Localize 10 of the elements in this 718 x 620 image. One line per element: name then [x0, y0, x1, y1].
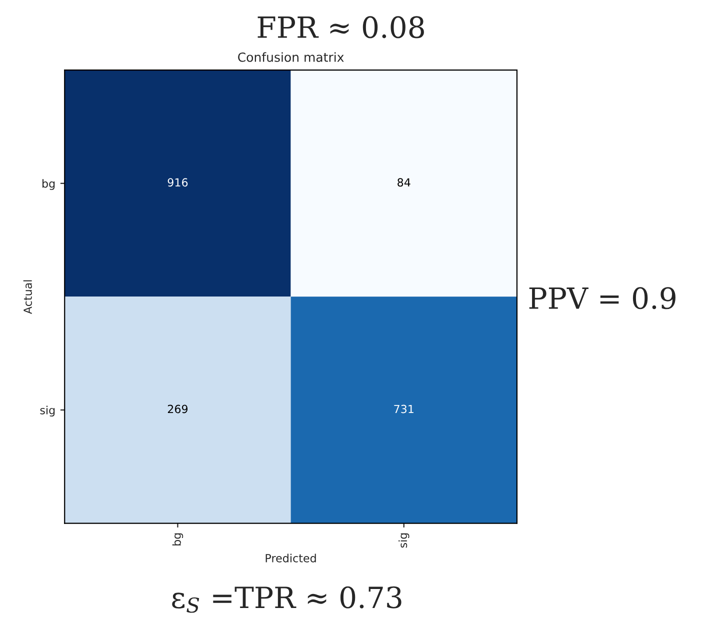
x-axis-title: Predicted: [266, 554, 316, 562]
data-label: 731: [394, 404, 414, 414]
y-axis-title: Actual: [23, 280, 32, 314]
chart-title: Confusion matrix: [238, 52, 344, 62]
text: PPV = 0.9: [529, 287, 676, 310]
data-label: 916: [168, 178, 188, 187]
data-label: 84: [398, 178, 410, 187]
text: ε$_{S}$ =TPR ≈ 0.73: [172, 586, 402, 613]
text: FPR ≈ 0.08: [258, 16, 424, 38]
data-label: 269: [168, 404, 188, 414]
